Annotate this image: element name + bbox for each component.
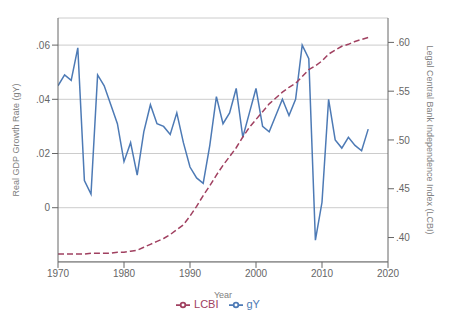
svg-text:.02: .02 <box>36 148 50 159</box>
svg-text:2020: 2020 <box>377 268 400 279</box>
html-text:LCBI: LCBI <box>194 297 219 310</box>
svg-text:Legal Central Bank Independenc: Legal Central Bank Independence Index (L… <box>425 45 435 234</box>
svg-text:.45: .45 <box>396 183 410 194</box>
svg-text:1990: 1990 <box>179 268 202 279</box>
svg-text:.55: .55 <box>396 86 410 97</box>
svg-text:.40: .40 <box>396 232 410 243</box>
svg-text:0: 0 <box>44 202 50 213</box>
svg-text:1970: 1970 <box>47 268 70 279</box>
html-text:gY: gY <box>246 297 260 310</box>
svg-text:1980: 1980 <box>113 268 136 279</box>
svg-text:Year: Year <box>214 290 232 300</box>
svg-text:2000: 2000 <box>245 268 268 279</box>
svg-text:Real GDP Growth Rate (gY): Real GDP Growth Rate (gY) <box>11 84 21 197</box>
svg-text:.50: .50 <box>396 135 410 146</box>
svg-text:.04: .04 <box>36 94 50 105</box>
svg-text:.06: .06 <box>36 40 50 51</box>
svg-text:2010: 2010 <box>311 268 334 279</box>
svg-text:.60: .60 <box>396 37 410 48</box>
